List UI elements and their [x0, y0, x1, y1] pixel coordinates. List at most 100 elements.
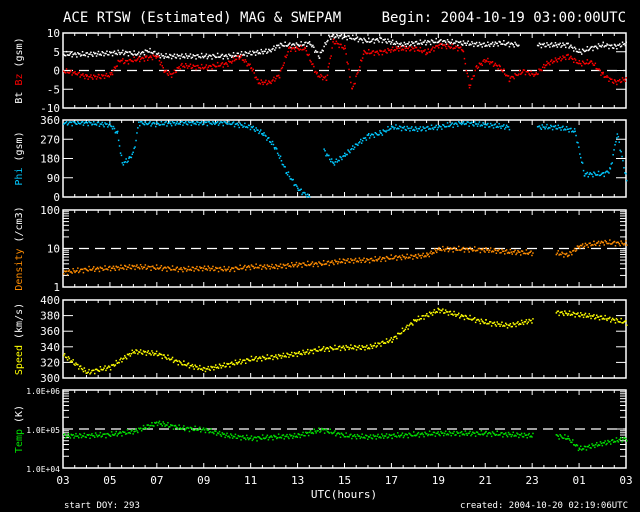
data-point: [447, 250, 450, 253]
data-point: [389, 40, 391, 43]
data-point: [346, 38, 348, 41]
data-point: [421, 254, 423, 257]
data-point: [599, 69, 601, 71]
data-point: [444, 248, 447, 250]
data-point: [588, 444, 590, 446]
data-point: [362, 137, 365, 139]
data-point: [282, 45, 285, 47]
data-point: [153, 267, 155, 269]
data-point: [192, 54, 194, 56]
data-point: [249, 128, 252, 131]
data-point: [459, 47, 461, 49]
data-point: [173, 425, 176, 427]
data-point: [231, 437, 234, 439]
data-point: [543, 42, 545, 45]
data-point: [143, 427, 146, 430]
data-point: [545, 126, 547, 128]
data-point: [94, 268, 97, 271]
data-point: [428, 311, 431, 313]
data-point: [288, 437, 290, 440]
data-point: [458, 121, 460, 123]
data-point: [183, 266, 185, 269]
data-point: [171, 356, 174, 359]
data-point: [345, 53, 347, 55]
data-point: [399, 333, 402, 335]
data-point: [445, 47, 448, 50]
data-point: [476, 67, 479, 70]
data-point: [470, 434, 472, 437]
data-point: [447, 45, 450, 47]
data-point: [95, 267, 98, 270]
data-point: [338, 35, 341, 37]
data-point: [426, 433, 428, 435]
data-point: [580, 156, 582, 159]
data-point: [102, 433, 104, 435]
data-point: [539, 69, 541, 72]
data-point: [284, 264, 286, 266]
data-point: [594, 45, 596, 48]
data-point: [337, 432, 339, 434]
data-point: [409, 323, 411, 326]
data-point: [297, 433, 300, 435]
data-point: [206, 68, 209, 71]
data-point: [369, 134, 372, 137]
data-point: [499, 434, 501, 436]
data-point: [398, 47, 401, 49]
data-point: [391, 341, 393, 343]
data-point: [402, 49, 405, 51]
data-point: [520, 73, 522, 75]
data-point: [310, 349, 313, 352]
data-point: [264, 50, 266, 52]
data-point: [303, 44, 305, 46]
data-point: [398, 333, 401, 335]
data-point: [350, 344, 352, 346]
y-axis-label-part: Bt: [14, 92, 25, 104]
data-point: [402, 256, 405, 258]
data-point: [581, 314, 583, 316]
data-point: [256, 129, 258, 131]
data-point: [452, 126, 454, 128]
data-point: [286, 174, 289, 176]
data-point: [263, 437, 266, 440]
data-point: [587, 246, 589, 248]
data-point: [493, 433, 496, 435]
data-point: [139, 351, 141, 353]
data-point: [245, 362, 247, 364]
data-point: [198, 269, 200, 272]
data-point: [378, 54, 380, 56]
data-point: [87, 124, 89, 127]
data-point: [189, 426, 192, 429]
data-point: [565, 42, 568, 45]
data-point: [223, 362, 225, 364]
data-point: [148, 56, 151, 58]
data-point: [224, 121, 226, 123]
data-point: [600, 442, 603, 445]
data-point: [544, 128, 546, 130]
data-point: [616, 440, 619, 442]
data-point: [413, 319, 416, 322]
data-point: [232, 363, 235, 365]
data-point: [568, 131, 570, 133]
data-point: [461, 247, 464, 250]
data-point: [531, 73, 533, 75]
data-point: [328, 432, 330, 434]
data-point: [103, 54, 105, 57]
data-point: [257, 129, 259, 131]
data-point: [437, 41, 439, 44]
data-point: [337, 37, 340, 39]
data-point: [179, 427, 181, 429]
data-point: [338, 46, 340, 49]
data-point: [216, 121, 219, 123]
data-point: [336, 433, 338, 435]
data-point: [145, 49, 148, 52]
data-point: [112, 434, 115, 436]
data-point: [200, 267, 202, 269]
data-point: [199, 266, 201, 268]
data-point: [91, 54, 93, 56]
data-point: [135, 139, 137, 142]
data-point: [336, 348, 338, 350]
data-point: [595, 244, 597, 246]
data-point: [84, 121, 87, 124]
data-point: [230, 362, 232, 364]
data-point: [212, 366, 214, 368]
